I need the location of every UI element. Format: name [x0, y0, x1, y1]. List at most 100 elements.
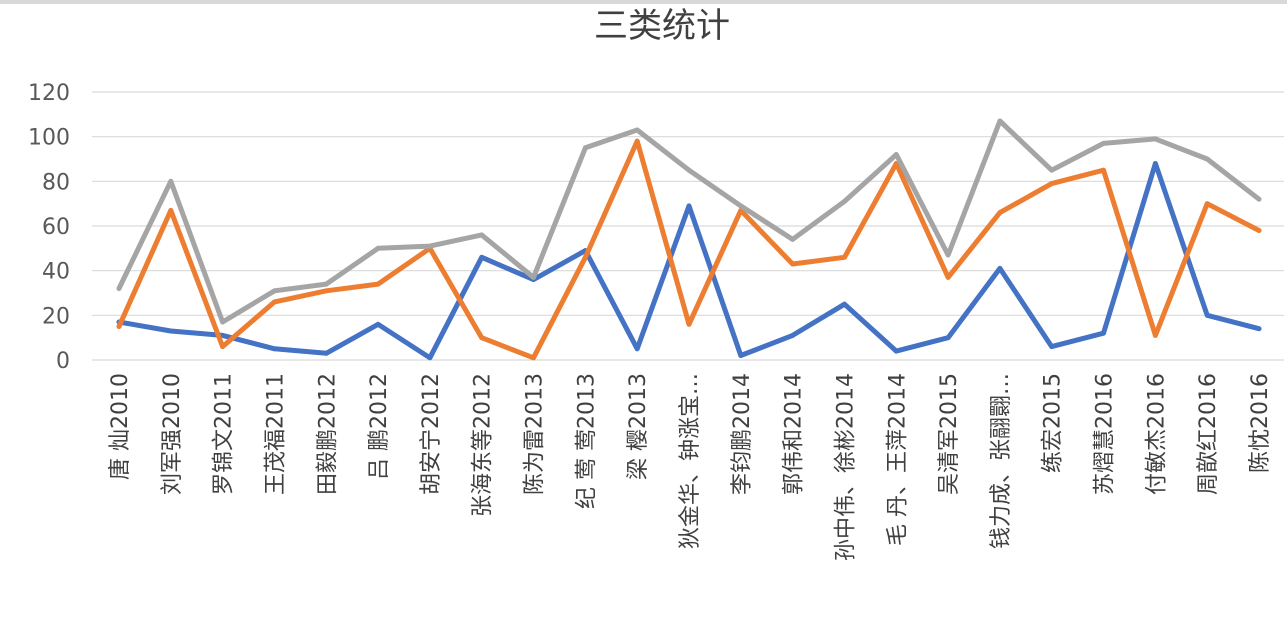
data-point [531, 355, 536, 361]
data-point [842, 254, 847, 260]
x-tick-label: 陈为雷2013 [523, 373, 548, 495]
data-point [272, 299, 277, 305]
data-point [116, 286, 122, 291]
x-tick-label: 罗锦文2011 [212, 373, 237, 495]
data-point [1256, 326, 1262, 332]
data-point [1204, 201, 1210, 207]
data-point [582, 254, 588, 260]
x-tick-label: 梁 樱2013 [626, 373, 651, 480]
x-tick-label: 郭伟和2014 [782, 373, 807, 495]
data-point [375, 321, 381, 327]
data-point [272, 346, 277, 352]
x-tick-label: 苏熠慧2016 [1093, 373, 1118, 495]
data-point [272, 288, 277, 294]
data-point [1256, 228, 1262, 233]
data-point [893, 161, 899, 166]
data-point [686, 203, 692, 209]
data-point [1101, 140, 1106, 146]
x-tick-label: 吴清军2015 [937, 373, 962, 495]
data-point [116, 324, 122, 329]
data-point [945, 335, 951, 341]
x-tick-label: 吕 鹏2012 [367, 373, 392, 480]
data-point [738, 203, 744, 209]
data-point [893, 348, 899, 354]
series-line-1 [116, 161, 1262, 361]
x-tick-label: 胡安宁2012 [419, 373, 444, 495]
x-tick-label: 狄金华、钟涨宝… [678, 373, 703, 549]
x-tick-label: 孙中伟、徐彬2014 [833, 373, 858, 561]
y-tick-label: 0 [56, 349, 70, 374]
data-point [479, 254, 485, 260]
data-point [945, 274, 951, 280]
data-point [1152, 161, 1158, 166]
data-point [427, 243, 433, 249]
data-point [893, 152, 899, 157]
data-point [375, 245, 381, 251]
data-point [1049, 167, 1055, 173]
x-tick-label: 刘军强2010 [160, 373, 185, 495]
data-point [168, 207, 174, 213]
data-point [790, 333, 796, 338]
x-tick-label: 唐 灿2010 [108, 373, 133, 480]
data-point [1152, 333, 1158, 338]
x-tick-label: 毛 丹、王萍2014 [885, 373, 910, 546]
data-point [220, 344, 226, 349]
data-point [168, 178, 174, 184]
data-point [323, 288, 329, 294]
data-point [686, 321, 692, 327]
data-point [582, 145, 588, 151]
y-tick-label: 80 [42, 170, 70, 195]
x-tick-label: 李钧鹏2014 [730, 373, 755, 495]
data-point [220, 319, 226, 325]
data-point [323, 281, 329, 287]
x-tick-label: 周歆红2016 [1196, 373, 1221, 495]
data-point [479, 232, 485, 238]
data-point [790, 237, 796, 242]
data-point [842, 199, 847, 204]
data-point [479, 335, 485, 341]
y-axis: 0 20 40 60 80 100 120 [28, 81, 70, 374]
series-lines [116, 118, 1262, 361]
data-point [634, 127, 640, 133]
data-point [1101, 167, 1106, 173]
gridlines [92, 91, 1284, 361]
y-tick-label: 20 [42, 304, 70, 329]
data-point [738, 353, 744, 358]
x-tick-label: 王茂福2011 [263, 373, 288, 495]
data-point [1152, 136, 1158, 142]
x-axis: 唐 灿2010 刘军强2010 罗锦文2011 王茂福2011 田毅鹏2012 吕 鹏20… [108, 373, 1273, 561]
data-point [997, 266, 1003, 271]
data-point [997, 210, 1003, 216]
window-top-border [0, 0, 1287, 4]
series-points-1 [116, 161, 1262, 361]
x-tick-label: 付敏杰2016 [1144, 373, 1169, 495]
data-point [1049, 181, 1055, 186]
data-point [531, 274, 536, 280]
data-point [686, 167, 692, 173]
x-tick-label: 纪 莺 莺2013 [574, 373, 599, 509]
data-point [790, 261, 796, 267]
x-tick-label: 练宏2015 [1041, 373, 1066, 473]
x-tick-label: 钱力成、张翮翾… [989, 373, 1014, 549]
data-point [634, 346, 640, 352]
data-point [323, 350, 329, 356]
series-points-2 [116, 138, 1262, 361]
data-point [1204, 156, 1210, 162]
data-point [1204, 312, 1210, 318]
data-point [427, 355, 433, 361]
data-point [997, 118, 1003, 124]
data-point [1256, 196, 1262, 202]
x-tick-label: 张海东等2012 [471, 373, 496, 517]
data-point [168, 328, 174, 334]
series-points-3 [116, 118, 1262, 325]
x-tick-label: 田毅鹏2012 [315, 373, 340, 495]
y-tick-label: 40 [42, 260, 70, 285]
x-tick-label: 陈忱2016 [1248, 373, 1273, 473]
chart-title: 三类统计 [594, 6, 730, 46]
y-tick-label: 60 [42, 215, 70, 240]
y-tick-label: 100 [28, 126, 70, 151]
series-line-3 [116, 118, 1262, 325]
y-tick-label: 120 [28, 81, 70, 106]
data-point [375, 281, 381, 287]
